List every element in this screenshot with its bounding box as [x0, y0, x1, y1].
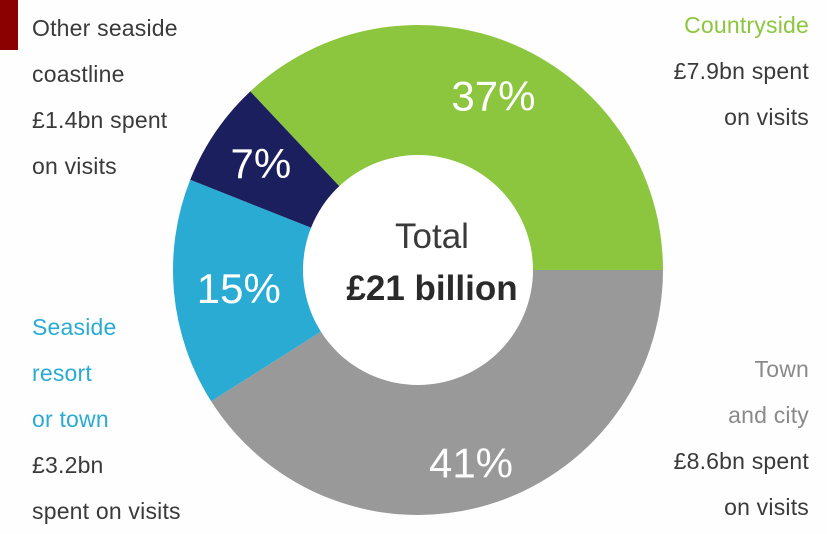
percent-labels: 37% 41% 15% 7% — [197, 73, 536, 487]
callout-seaside-resort-title2: resort — [32, 360, 92, 386]
percent-label-other_seaside: 7% — [231, 140, 292, 187]
callout-other-seaside-line1: Other seaside — [32, 15, 178, 41]
callout-seaside-resort-title3: or town — [32, 406, 109, 432]
callout-countryside: Countryside £7.9bn spent on visits — [674, 2, 809, 140]
slice-countryside — [250, 24, 664, 270]
slice-seaside_resort — [173, 179, 418, 402]
callout-countryside-line2: £7.9bn spent — [673, 58, 809, 84]
callout-other-seaside-line4: on visits — [32, 153, 117, 179]
callout-town-city-line3: £8.6bn spent — [673, 448, 809, 474]
callout-seaside-resort-line4: £3.2bn — [32, 452, 104, 478]
callout-seaside-resort-title1: Seaside — [32, 314, 117, 340]
corner-accent-mark — [0, 0, 18, 50]
callout-countryside-line3: on visits — [724, 104, 809, 130]
callout-town-city-line4: on visits — [724, 494, 809, 520]
center-total-value: £21 billion — [346, 269, 517, 308]
center-total-label: Total — [395, 217, 469, 256]
callout-town-city-title1: Town — [754, 356, 809, 382]
callout-other-seaside-line2: coastline — [32, 61, 125, 87]
callout-other-seaside-line3: £1.4bn spent — [32, 107, 168, 133]
percent-label-countryside: 37% — [451, 73, 535, 120]
donut-hole — [303, 155, 533, 385]
donut-slices — [173, 24, 664, 515]
callout-town-city-title2: and city — [728, 402, 809, 428]
percent-label-town_city: 41% — [429, 439, 513, 486]
callout-countryside-title: Countryside — [684, 12, 809, 38]
percent-label-seaside_resort: 15% — [197, 265, 281, 312]
callout-seaside-resort: Seaside resort or town £3.2bn spent on v… — [32, 304, 181, 534]
callout-other-seaside: Other seaside coastline £1.4bn spent on … — [32, 5, 178, 189]
callout-town-city: Town and city £8.6bn spent on visits — [674, 346, 809, 530]
callout-seaside-resort-line5: spent on visits — [32, 498, 181, 524]
